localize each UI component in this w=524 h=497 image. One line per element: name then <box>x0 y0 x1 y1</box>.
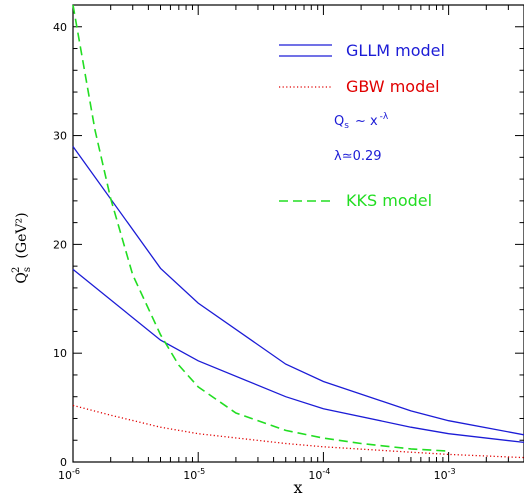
series-line-3 <box>72 4 449 452</box>
axis-ticks <box>72 4 524 463</box>
annotation-exponent: -λ <box>380 112 389 122</box>
x-tick-label-exponent: -5 <box>197 467 205 476</box>
y-axis-title-unit: (GeV²) <box>14 212 30 258</box>
x-tick-label-base: 10 <box>183 469 197 482</box>
x-tick-label-base: 10 <box>308 469 322 482</box>
series-line-2 <box>72 404 524 459</box>
x-tick-label-base: 10 <box>434 469 448 482</box>
annotation-q-sub: s <box>344 121 349 131</box>
series-line-0 <box>72 146 524 436</box>
x-tick-label: 10-4 <box>308 467 330 482</box>
x-tick-label-exponent: -4 <box>322 467 330 476</box>
y-axis-title: Qs2 (GeV²) <box>11 212 33 283</box>
y-axis-title-sup: 2 <box>11 267 22 273</box>
y-tick-label: 10 <box>53 347 67 360</box>
x-tick-label-exponent: -3 <box>448 467 456 476</box>
annotation-sim: ~ x <box>355 114 378 129</box>
y-tick-label: 0 <box>60 456 67 469</box>
x-tick-label: 10-3 <box>434 467 456 482</box>
x-tick-label-exponent: -6 <box>72 467 80 476</box>
y-axis-title-main: Q <box>14 272 30 283</box>
y-axis-title-sub: s <box>22 267 33 272</box>
y-tick-label: 30 <box>53 130 67 143</box>
legend-label-kks: KKS model <box>346 191 432 210</box>
x-tick-label: 10-5 <box>183 467 205 482</box>
series-line-1 <box>72 268 524 444</box>
legend-label-gbw: GBW model <box>346 77 440 96</box>
x-tick-label: 10-6 <box>58 467 80 482</box>
plot-frame <box>72 4 524 463</box>
annotation-qs-scaling: Qs ~ x -λ <box>334 112 389 131</box>
annotation-q: Q <box>334 114 344 129</box>
annotation-lambda: λ≃0.29 <box>334 149 382 164</box>
legend: GLLM model GBW model Qs ~ x -λ λ≃0.29 KKS … <box>279 41 445 210</box>
y-tick-label: 40 <box>53 21 67 34</box>
x-axis-title: x <box>293 478 302 497</box>
legend-label-gllm: GLLM model <box>346 41 445 60</box>
x-tick-label-base: 10 <box>58 469 72 482</box>
y-tick-label: 20 <box>53 238 67 251</box>
series-layer <box>72 4 524 459</box>
